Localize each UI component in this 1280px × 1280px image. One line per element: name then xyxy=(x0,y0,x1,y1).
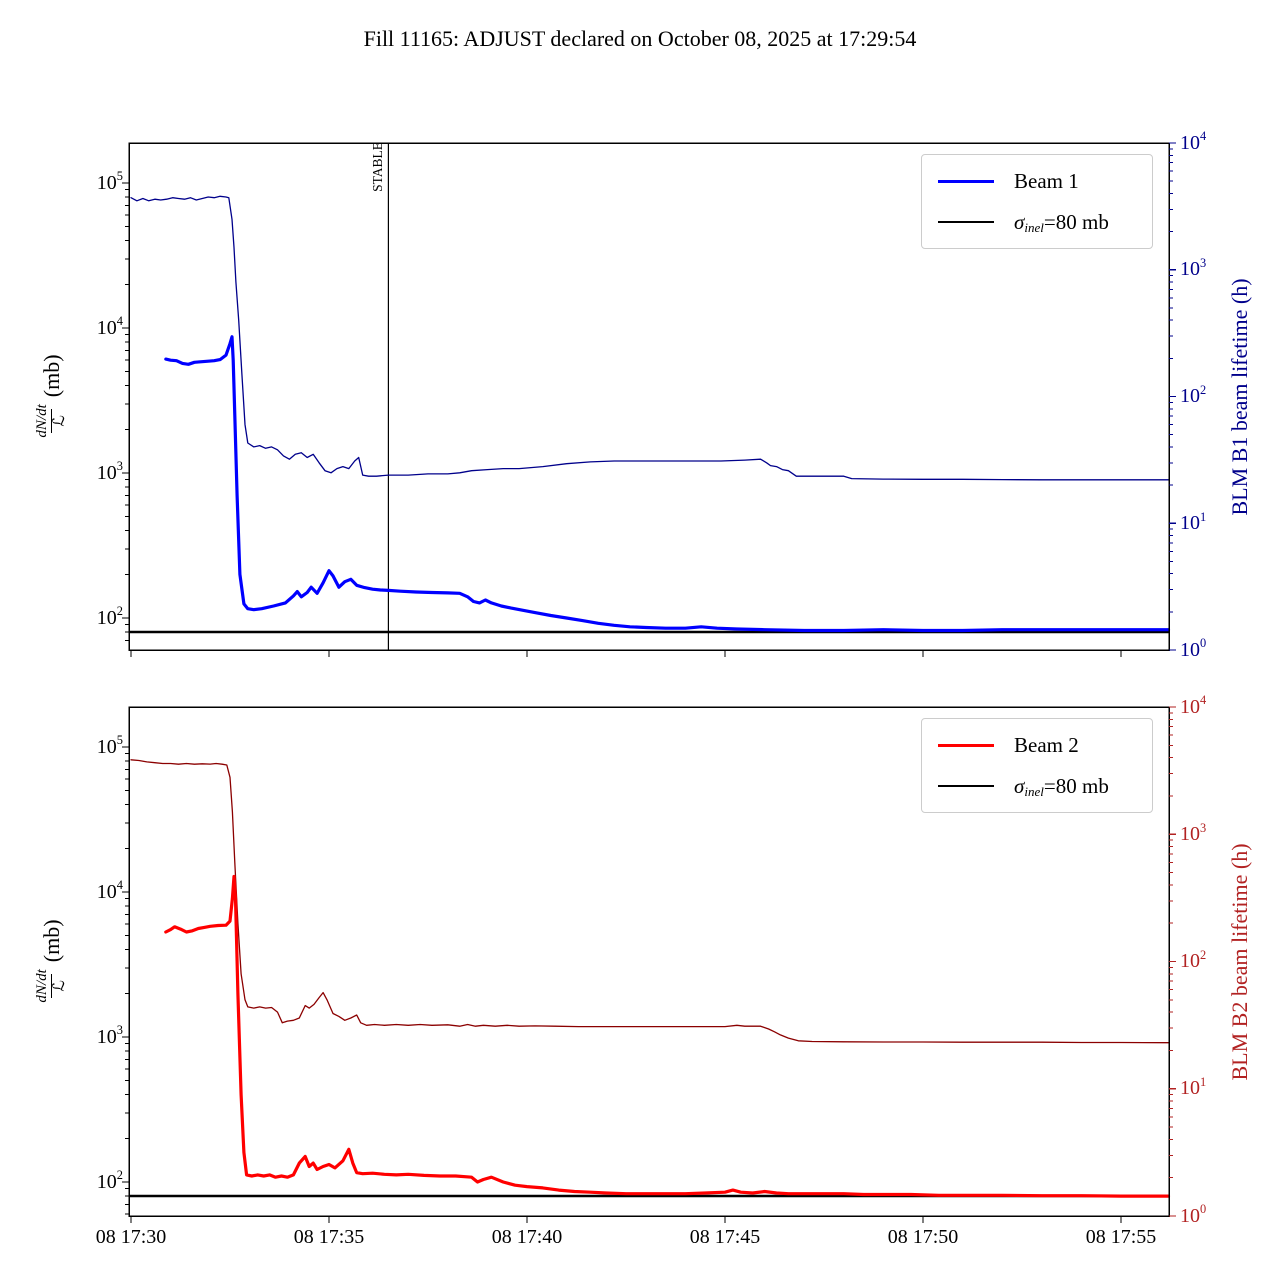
y-left-tick-label: 10 2 xyxy=(96,1168,123,1193)
tick-exponent: 2 xyxy=(116,604,123,619)
dndt-over-lumi-fraction: dN/dt ℒ xyxy=(34,967,69,1004)
legend-entry: Beam 1 xyxy=(938,168,1136,194)
legend-entry: σinel=80 mb xyxy=(938,773,1136,799)
y-right-tick-label: 10 4 xyxy=(1180,129,1207,154)
y-right-tick-label: 10 2 xyxy=(1180,947,1207,972)
y-left-tick-label: 10 3 xyxy=(96,1023,123,1048)
tick-exponent: 0 xyxy=(1200,636,1207,651)
y-left-tick-label: 10 2 xyxy=(96,604,123,629)
figure-title: Fill 11165: ADJUST declared on October 0… xyxy=(363,26,917,51)
beam-line-sample xyxy=(938,179,994,183)
dndt-over-lumi-fraction: dN/dt ℒ xyxy=(34,402,69,439)
y-left-axis-label: dN/dt ℒ (mb) xyxy=(26,322,78,472)
y-left-tick-label: 10 5 xyxy=(96,169,123,194)
x-tick-label: 08 17:55 xyxy=(1085,1226,1157,1248)
x-tick-label: 08 17:50 xyxy=(887,1226,959,1248)
x-tick-label: 08 17:30 xyxy=(95,1226,167,1248)
tick-exponent: 1 xyxy=(1200,509,1207,524)
y-right-tick-label: 10 1 xyxy=(1180,1075,1207,1100)
y-right-axis-label: BLM B2 beam lifetime (h) xyxy=(1227,842,1252,1081)
beam2-lifetime-line xyxy=(130,759,1170,1044)
tick-exponent: 1 xyxy=(1200,1075,1207,1090)
legend-box: Beam 1 σinel=80 mb xyxy=(921,154,1153,249)
fraction-denominator: ℒ xyxy=(50,973,69,998)
sigma-legend-label: σinel=80 mb xyxy=(1014,210,1109,235)
ylabel-unit: (mb) xyxy=(39,918,64,962)
y-left-tick-label: 10 3 xyxy=(96,459,123,484)
beam1-lifetime-line xyxy=(130,195,1170,481)
y-left-tick-label: 10 4 xyxy=(96,878,123,903)
tick-exponent: 2 xyxy=(1200,947,1207,962)
tick-exponent: 3 xyxy=(1200,256,1207,271)
beam-legend-label: Beam 2 xyxy=(1014,732,1079,757)
ylabel-unit: (mb) xyxy=(39,353,64,397)
y-right-tick-label: 10 0 xyxy=(1180,1202,1207,1227)
legend-box: Beam 2 σinel=80 mb xyxy=(921,718,1153,813)
sigma-line-sample xyxy=(938,221,994,223)
x-tick-label: 08 17:35 xyxy=(293,1226,365,1248)
tick-exponent: 4 xyxy=(116,314,123,329)
tick-exponent: 3 xyxy=(116,1023,123,1038)
tick-exponent: 4 xyxy=(1200,693,1207,708)
legend-entry: σinel=80 mb xyxy=(938,209,1136,235)
y-right-tick-label: 10 2 xyxy=(1180,382,1207,407)
stable-annotation: STABLE xyxy=(370,142,386,192)
sigma-symbol: σ xyxy=(1014,209,1025,234)
x-tick-label: 08 17:40 xyxy=(491,1226,563,1248)
beam-line-sample xyxy=(938,743,994,747)
y-left-tick-label: 10 5 xyxy=(96,733,123,758)
tick-exponent: 5 xyxy=(116,733,123,748)
beam1-dndt-line xyxy=(164,335,1171,633)
y-right-tick-label: 10 1 xyxy=(1180,509,1207,534)
tick-exponent: 4 xyxy=(116,878,123,893)
y-right-tick-label: 10 3 xyxy=(1180,256,1207,281)
x-tick-label: 08 17:45 xyxy=(689,1226,761,1248)
sigma-symbol: σ xyxy=(1014,773,1025,798)
y-left-tick-label: 10 4 xyxy=(96,314,123,339)
sigma-value: =80 mb xyxy=(1043,209,1109,234)
beam-legend-label: Beam 1 xyxy=(1014,168,1079,193)
y-right-tick-label: 10 4 xyxy=(1180,693,1207,718)
sigma-subscript: inel xyxy=(1024,783,1044,799)
fraction-numerator: dN/dt xyxy=(34,403,51,438)
tick-exponent: 0 xyxy=(1200,1202,1207,1217)
tick-exponent: 3 xyxy=(1200,820,1207,835)
sigma-legend-label: σinel=80 mb xyxy=(1014,774,1109,799)
fraction-denominator: ℒ xyxy=(50,408,69,433)
tick-exponent: 3 xyxy=(116,459,123,474)
tick-exponent: 4 xyxy=(1200,129,1207,144)
y-left-axis-label: dN/dt ℒ (mb) xyxy=(26,887,78,1037)
fraction-numerator: dN/dt xyxy=(34,968,51,1003)
y-right-axis-label: BLM B1 beam lifetime (h) xyxy=(1227,277,1252,516)
y-right-tick-label: 10 3 xyxy=(1180,820,1207,845)
legend-entry: Beam 2 xyxy=(938,732,1136,758)
tick-exponent: 2 xyxy=(116,1168,123,1183)
sigma-subscript: inel xyxy=(1024,219,1044,235)
sigma-value: =80 mb xyxy=(1043,773,1109,798)
sigma-line-sample xyxy=(938,785,994,787)
y-right-tick-label: 10 0 xyxy=(1180,636,1207,661)
tick-exponent: 2 xyxy=(1200,382,1207,397)
tick-exponent: 5 xyxy=(116,169,123,184)
beam2-dndt-line xyxy=(164,874,1171,1198)
